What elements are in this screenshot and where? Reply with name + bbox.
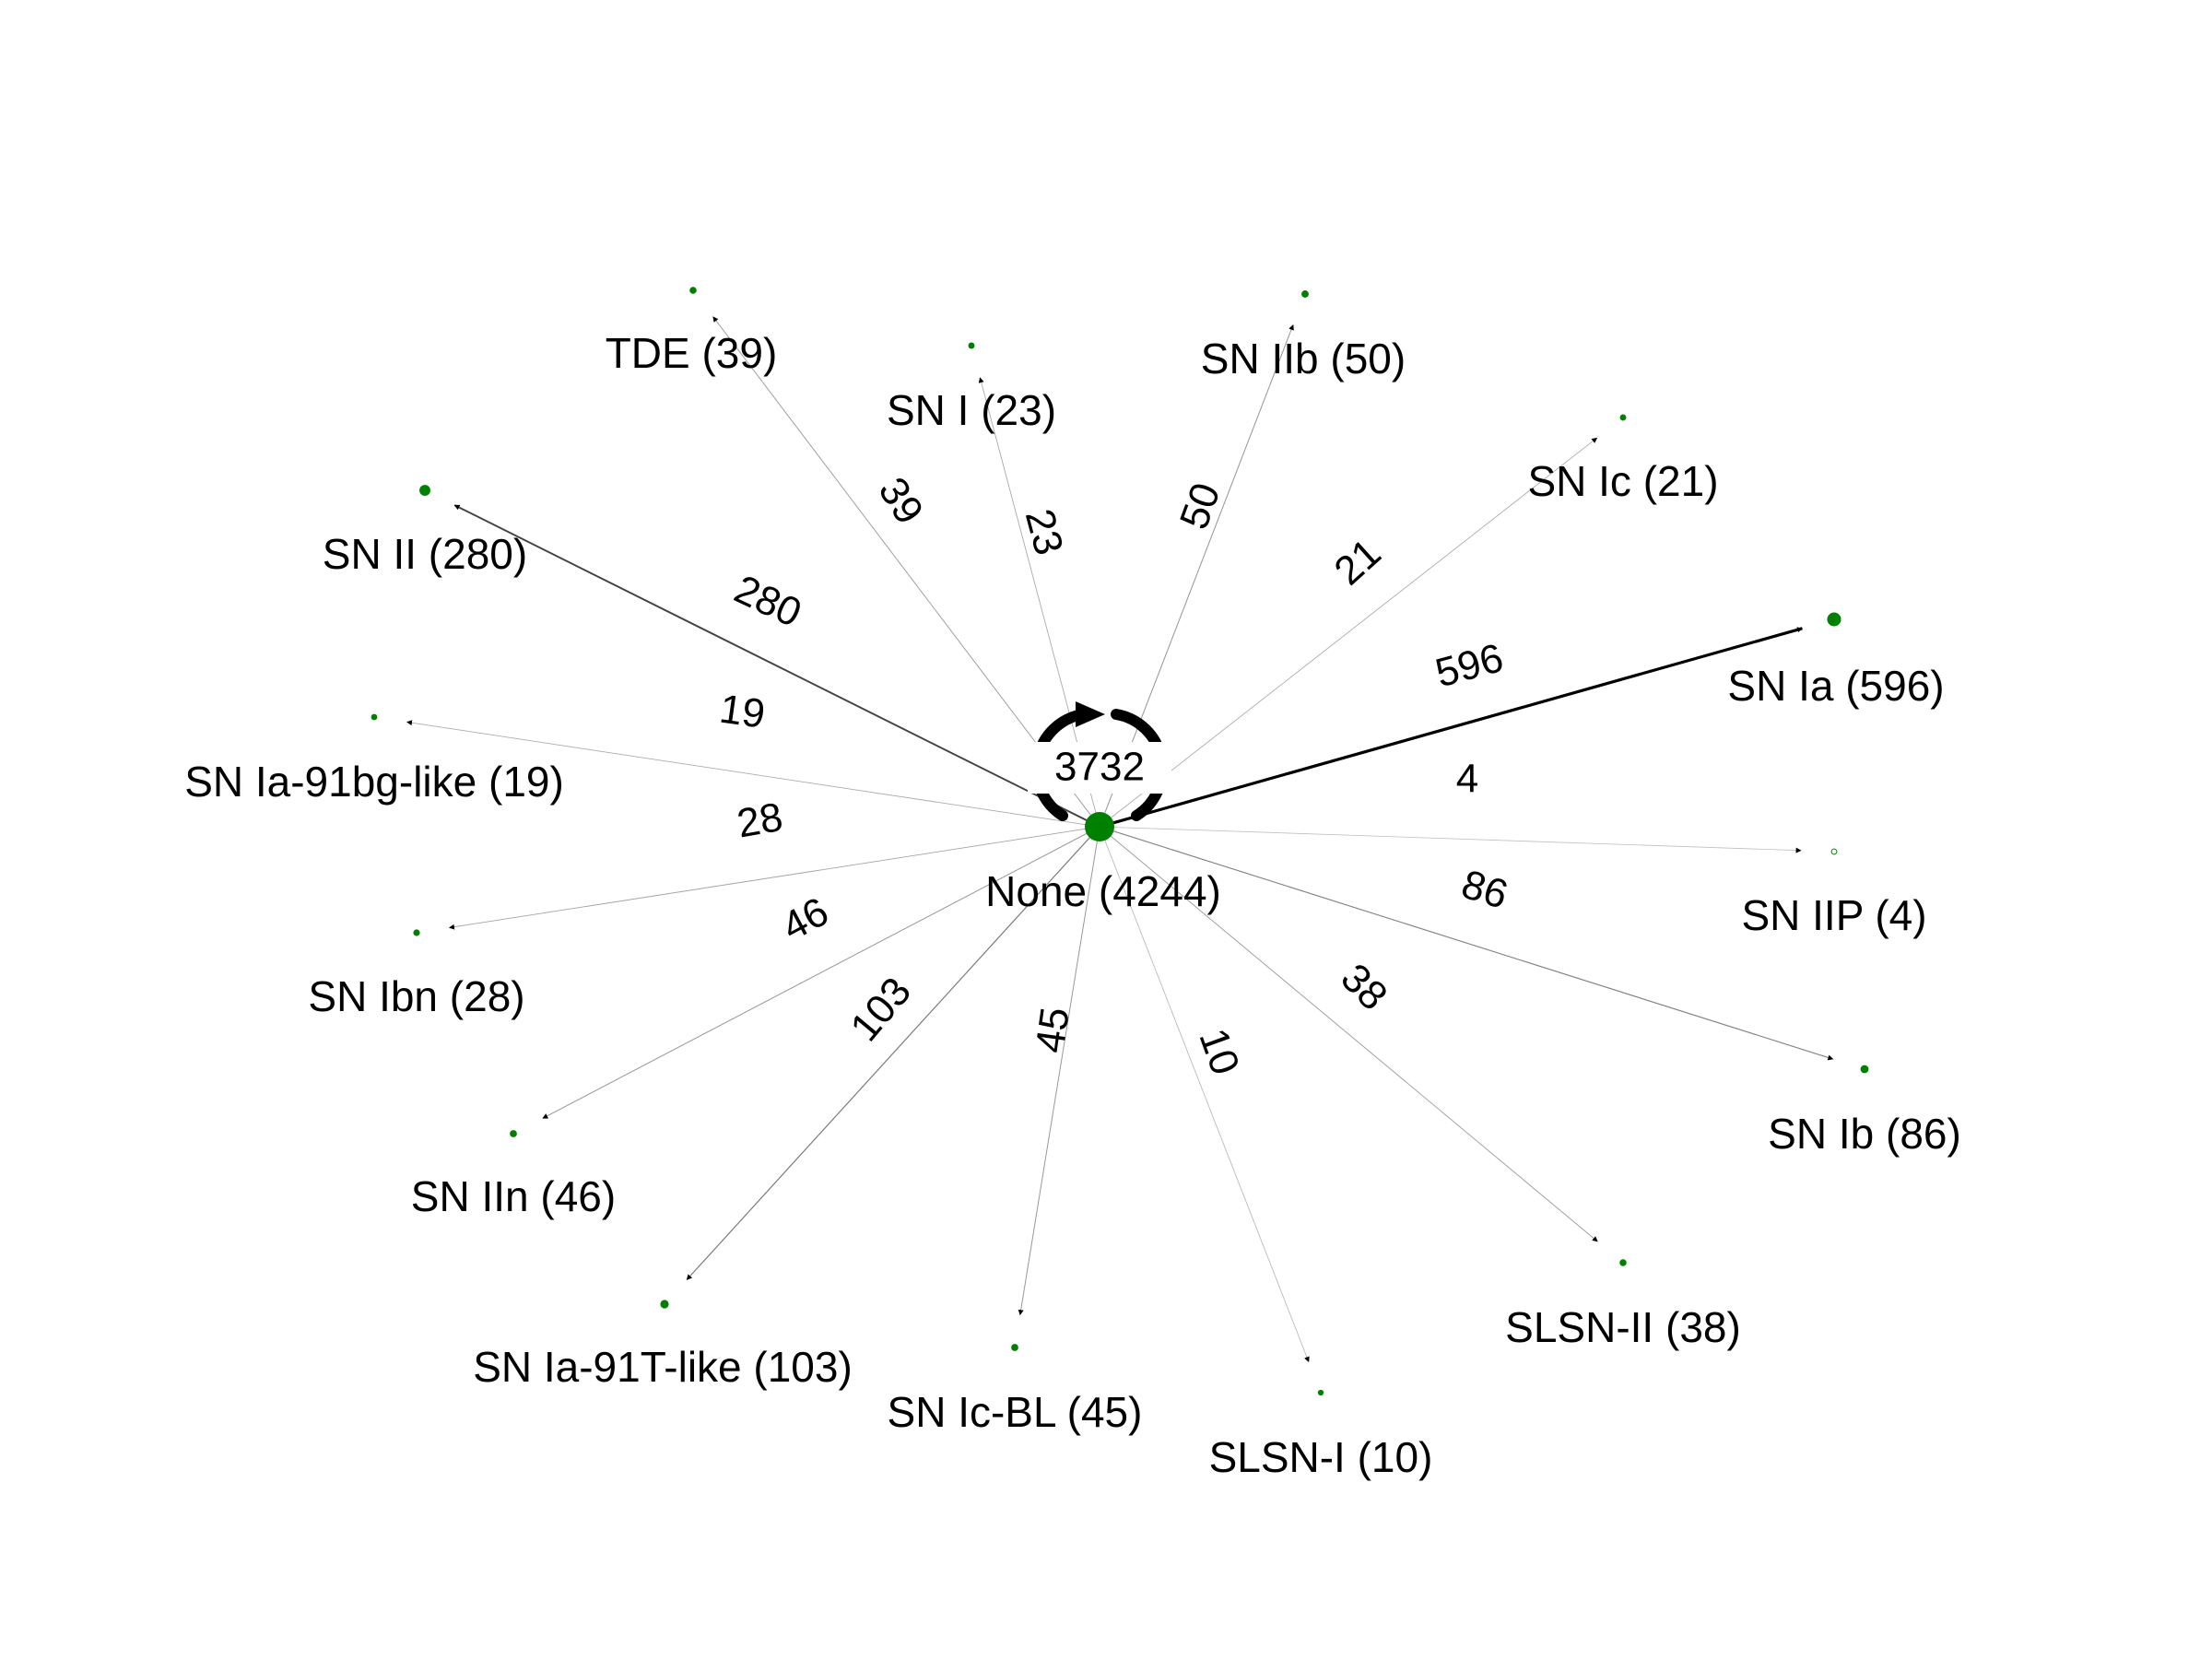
edge-sn-iin: [542, 832, 1088, 1119]
node-label-none: None (4244): [985, 867, 1221, 915]
node-sn-ic: [1619, 414, 1627, 421]
edge-label-sn-ii: 280: [728, 567, 808, 636]
edge-sn-ic-bl: [1018, 839, 1099, 1316]
edge-sn-i: [978, 377, 1097, 815]
edge-sn-ic: [1109, 437, 1598, 819]
edge-sn-ia-91bg-like: [406, 720, 1088, 826]
node-label-sn-ib: SN Ib (86): [1768, 1110, 1961, 1158]
edge-label-sn-iib: 50: [1171, 477, 1230, 535]
edge-label-sn-ib: 86: [1456, 862, 1512, 918]
node-label-sn-ia-91bg-like: SN Ia-91bg-like (19): [184, 758, 564, 806]
node-sn-iin: [510, 1130, 517, 1137]
edge-label-sn-ia: 596: [1430, 635, 1508, 696]
edge-sn-ii: [453, 504, 1088, 822]
edge-label-tde: 39: [870, 470, 933, 533]
edge-sn-ibn: [449, 828, 1088, 930]
node-sn-ia: [1827, 612, 1841, 627]
node-tde: [689, 287, 697, 294]
node-sn-ii: [419, 485, 430, 496]
node-none: [1085, 812, 1114, 841]
node-sn-ia-91bg-like: [371, 713, 378, 721]
node-label-sn-ii: SN II (280): [323, 530, 527, 578]
node-sn-ib: [1860, 1065, 1869, 1074]
node-label-tde: TDE (39): [606, 329, 778, 377]
edge-sn-iib: [1103, 324, 1294, 816]
edge-label-sn-ic: 21: [1325, 530, 1389, 594]
edge-label-sn-iip: 4: [1456, 757, 1478, 802]
edge-sn-ib: [1112, 830, 1834, 1061]
node-label-sn-ibn: SN Ibn (28): [308, 972, 524, 1020]
edge-slsn-i: [1103, 838, 1310, 1363]
node-label-sn-ic-bl: SN Ic-BL (45): [888, 1388, 1143, 1436]
edge-label-sn-ic-bl: 45: [1027, 1005, 1077, 1055]
node-sn-iip: [1830, 848, 1838, 855]
node-sn-ic-bl: [1011, 1344, 1018, 1351]
node-sn-ia-91t-like: [660, 1300, 669, 1309]
edge-sn-ia: [1112, 627, 1803, 825]
node-label-sn-i: SN I (23): [887, 386, 1056, 434]
node-label-sn-ic: SN Ic (21): [1527, 457, 1718, 505]
edge-slsn-ii: [1109, 834, 1598, 1242]
edge-sn-iip: [1112, 827, 1802, 853]
self-loop-label: 3732: [1054, 745, 1145, 790]
node-slsn-i: [1317, 1389, 1324, 1396]
edge-sn-ia-91t-like: [686, 835, 1092, 1280]
edge-label-sn-ia-91bg-like: 19: [717, 686, 768, 736]
node-label-sn-iip: SN IIP (4): [1741, 891, 1926, 939]
self-loop-arrowhead: [1076, 701, 1105, 727]
node-sn-ibn: [413, 929, 420, 936]
self-loop-label-bg: [1028, 742, 1171, 794]
edge-label-slsn-ii: 38: [1332, 955, 1395, 1018]
node-label-sn-iin: SN IIn (46): [411, 1172, 616, 1220]
edge-label-sn-iin: 46: [775, 888, 836, 949]
edge-label-sn-ibn: 28: [734, 794, 786, 847]
edge-label-sn-ia-91t-like: 103: [841, 969, 920, 1050]
edge-label-sn-i: 23: [1017, 504, 1072, 559]
edge-label-slsn-i: 10: [1190, 1023, 1248, 1081]
node-label-sn-iib: SN IIb (50): [1201, 335, 1406, 382]
edge-tde: [712, 316, 1092, 818]
node-sn-iib: [1301, 290, 1309, 298]
node-label-slsn-ii: SLSN-II (38): [1505, 1303, 1741, 1351]
node-label-sn-ia-91t-like: SN Ia-91T-like (103): [473, 1343, 853, 1391]
node-label-sn-ia: SN Ia (596): [1727, 662, 1944, 710]
node-label-slsn-i: SLSN-I (10): [1209, 1433, 1433, 1481]
node-slsn-ii: [1619, 1259, 1627, 1266]
node-sn-i: [968, 342, 975, 349]
